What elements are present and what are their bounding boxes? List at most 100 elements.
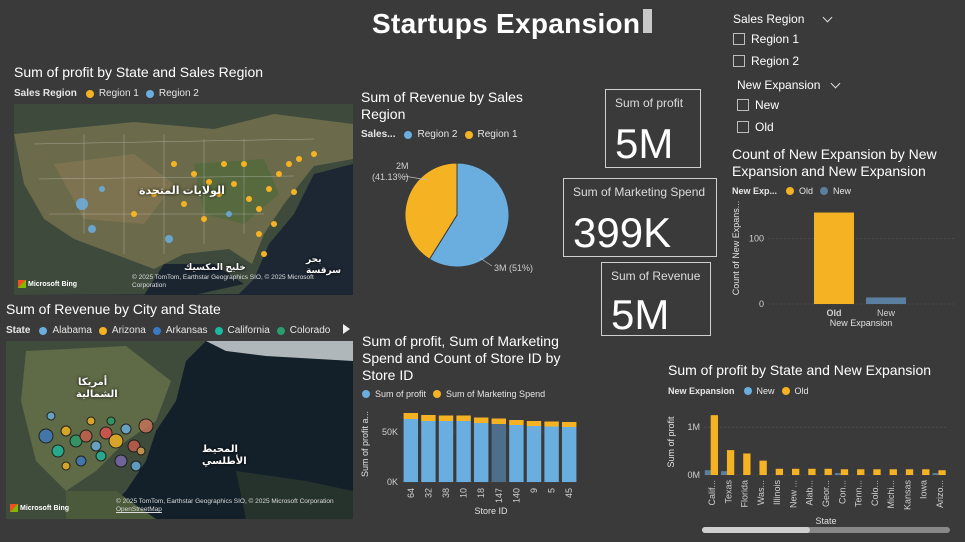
legend-dot-icon (820, 187, 829, 195)
bar-marketing[interactable] (491, 418, 507, 425)
legend-dot-icon (362, 390, 370, 398)
x-tick-label: Michi... (886, 480, 896, 509)
bar-old[interactable] (824, 468, 832, 475)
bar-old[interactable] (814, 212, 854, 304)
map2-legend-item[interactable]: Colorado (289, 325, 331, 336)
state-legend-title: New Expansion (668, 386, 735, 396)
bar-old[interactable] (840, 469, 849, 475)
card-profit[interactable]: Sum of profit 5M (605, 89, 701, 168)
chevron-down-icon[interactable] (830, 78, 841, 88)
bar-marketing[interactable] (509, 420, 524, 425)
bar-profit[interactable] (473, 423, 489, 482)
count-legend-title: New Exp... (732, 186, 778, 196)
map1-us-satellite[interactable]: الولايات المتحدة خليج المكسيك بحر سرقسة … (14, 104, 353, 295)
bar-old[interactable] (775, 468, 784, 475)
state-chart-scrollbar-track[interactable] (702, 527, 950, 533)
bar-old[interactable] (792, 468, 800, 475)
slicer-sales-region-header[interactable]: Sales Region (733, 12, 833, 26)
checkbox[interactable] (737, 121, 749, 133)
state-chart[interactable]: Sum of profit 0M 1M Calif... Texas Florida W… (664, 398, 954, 528)
bar-marketing[interactable] (421, 415, 436, 421)
count-chart-legend: New Exp... Old New (732, 186, 851, 196)
count-legend-item[interactable]: Old (799, 186, 814, 196)
state-legend-item[interactable]: Old (794, 386, 809, 396)
pie-chart[interactable]: 2M (41.13%) 3M (51%) (360, 150, 560, 280)
bar-old[interactable] (905, 469, 914, 475)
bar-marketing[interactable] (561, 422, 577, 427)
bar-profit[interactable] (456, 421, 471, 482)
chevron-down-icon[interactable] (822, 12, 833, 22)
bar-marketing[interactable] (544, 421, 559, 427)
pie-slice-region-1[interactable] (404, 162, 458, 260)
count-legend-item[interactable]: New (833, 186, 852, 196)
bar-old[interactable] (922, 469, 930, 475)
slicer-item-label: New (755, 98, 780, 112)
map2-legend-item[interactable]: Arizona (111, 325, 146, 336)
legend-next-icon[interactable] (343, 324, 350, 334)
bar-old[interactable] (938, 470, 946, 475)
bar-old[interactable] (873, 469, 881, 475)
bar-old[interactable] (743, 453, 751, 475)
bar-profit[interactable] (403, 419, 419, 482)
pie-legend-item[interactable]: Region 1 (477, 129, 518, 140)
legend-dot-icon (39, 326, 48, 335)
combo-chart-ylabel: Sum of profit a... (360, 411, 370, 477)
pie-legend-item[interactable]: Region 2 (417, 129, 458, 140)
map2-legend-item[interactable]: Alabama (52, 325, 92, 336)
map2-legend-item[interactable]: Arkansas (165, 325, 208, 336)
count-chart[interactable]: Count of New Expans... 0 100 Old New New E… (728, 198, 960, 330)
x-tick-label: 18 (476, 488, 486, 498)
bar-old[interactable] (710, 415, 718, 475)
pie-title: Sum of Revenue by Sales Region (361, 89, 523, 122)
bar-old[interactable] (759, 460, 767, 475)
map1-legend-item[interactable]: Region 2 (158, 88, 199, 99)
bar-profit[interactable] (438, 421, 454, 482)
pie-slice-region-2[interactable] (428, 162, 510, 268)
bar-new[interactable] (866, 297, 906, 304)
checkbox[interactable] (733, 55, 745, 67)
slicer-new-expansion-header[interactable]: New Expansion (737, 78, 841, 92)
bar-new[interactable] (834, 473, 841, 475)
card-profit-value: 5M (615, 120, 674, 167)
legend-dot-icon (98, 326, 107, 335)
checkbox[interactable] (733, 33, 745, 45)
bar-marketing[interactable] (438, 415, 454, 422)
state-legend-item[interactable]: New (756, 386, 775, 396)
bar-profit[interactable] (561, 427, 577, 482)
bar-new[interactable] (932, 473, 939, 475)
slicer-item-new[interactable]: New (737, 98, 779, 112)
slicer-item-region-1[interactable]: Region 1 (733, 32, 799, 46)
map2-legend-item[interactable]: California (227, 325, 270, 336)
bar-marketing[interactable] (456, 415, 471, 422)
bar-profit[interactable] (491, 424, 507, 482)
bar-old[interactable] (857, 469, 865, 475)
osm-link[interactable]: OpenStreetMap (116, 506, 162, 513)
bar-profit[interactable] (526, 426, 542, 482)
bar-old[interactable] (808, 468, 816, 475)
slicer-item-region-2[interactable]: Region 2 (733, 54, 799, 68)
combo-legend-item[interactable]: Sum of profit (375, 389, 427, 399)
combo-x-labels: 64 32 38 10 18 147 140 9 5 45 (406, 488, 574, 503)
combo-chart[interactable]: Sum of profit a... 0K 50K 64 32 38 10 18 147 14… (358, 402, 580, 520)
bar-old[interactable] (726, 450, 735, 475)
bar-old[interactable] (889, 469, 897, 475)
map2-ocean-label: الأطلسي (202, 456, 247, 467)
bar-profit[interactable] (421, 421, 436, 482)
combo-legend-item[interactable]: Sum of Marketing Spend (446, 389, 546, 399)
map1-legend-item[interactable]: Region 1 (98, 88, 139, 99)
x-tick-label: 5 (547, 488, 557, 493)
bar-marketing[interactable] (526, 421, 542, 426)
card-marketing[interactable]: Sum of Marketing Spend 399K (563, 178, 717, 257)
bar-profit[interactable] (544, 426, 559, 483)
checkbox[interactable] (737, 99, 749, 111)
bar-new[interactable] (721, 471, 727, 475)
bar-marketing[interactable] (473, 417, 489, 424)
state-chart-scrollbar-thumb[interactable] (702, 527, 810, 533)
bar-marketing[interactable] (403, 413, 419, 419)
map2-na-satellite[interactable]: أمريكا الشمالية المحيط الأطلسي Microsoft… (6, 341, 353, 519)
bar-profit[interactable] (509, 425, 524, 482)
bar-new[interactable] (704, 470, 711, 475)
y-tick-label: 0M (687, 470, 700, 480)
card-revenue[interactable]: Sum of Revenue 5M (601, 262, 711, 338)
slicer-item-old[interactable]: Old (737, 120, 774, 134)
